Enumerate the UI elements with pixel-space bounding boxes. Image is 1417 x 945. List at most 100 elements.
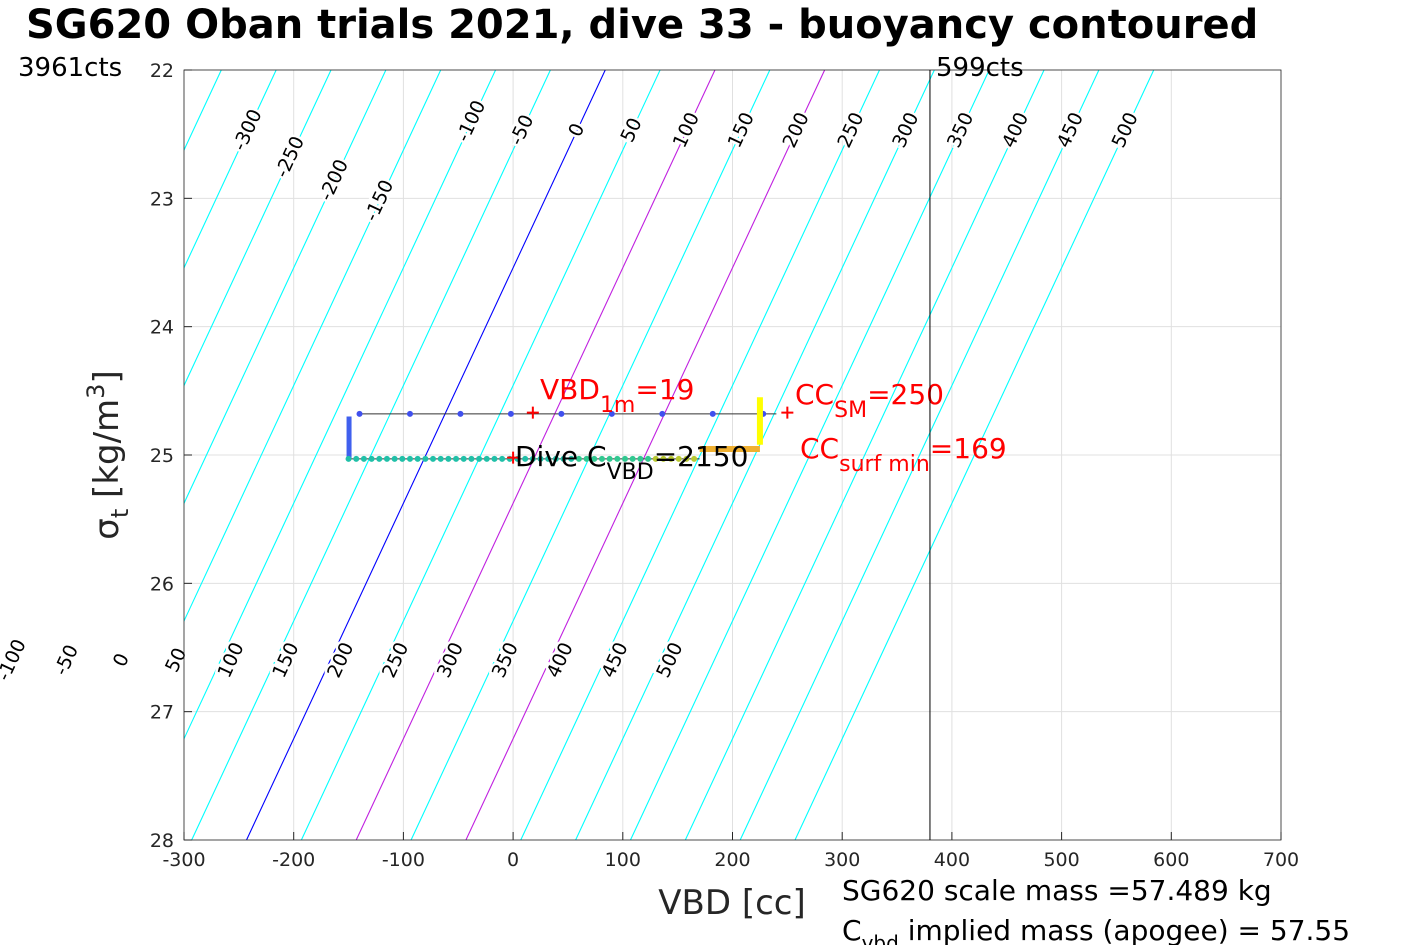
dive-point [368, 455, 375, 462]
dive-point [537, 455, 544, 462]
surface-points [756, 397, 763, 445]
contour-line [465, 70, 826, 840]
dive-point [437, 455, 444, 462]
contour-line [739, 70, 1100, 840]
plus-markers [507, 406, 794, 464]
plus-marker [507, 451, 520, 464]
y-tick-label: 24 [150, 317, 174, 339]
contour-label: -50 [50, 641, 83, 678]
x-tick-label: 400 [934, 849, 970, 871]
climb-point [406, 410, 413, 417]
dive-point [422, 455, 429, 462]
vbd-1m-annotation: VBD1m=19 [540, 373, 694, 418]
contour-label: 400 [998, 109, 1033, 151]
contour-line [300, 70, 661, 840]
contour-label: -100 [0, 636, 31, 684]
implied-mass-text: Cvbd implied mass (apogee) = 57.55 [842, 914, 1350, 945]
dive-point [645, 455, 652, 462]
dive-point [353, 455, 360, 462]
contour-line [184, 70, 387, 505]
contour-label: 450 [597, 639, 632, 681]
vertical-track [346, 416, 352, 459]
y-axis-label: σt [kg/m3] [82, 370, 134, 539]
x-tick-label: 700 [1263, 849, 1299, 871]
contour-line [184, 70, 332, 387]
contour-line [184, 70, 442, 623]
contour-line [0, 70, 2, 840]
contour-line [355, 70, 716, 840]
contour-label: 0 [109, 650, 134, 670]
contour-label: 100 [213, 639, 248, 681]
plus-marker [781, 406, 794, 419]
left-counts-label: 3961cts [18, 53, 122, 83]
climb-point [457, 410, 464, 417]
contour-label: 200 [323, 639, 358, 681]
contour-label: 350 [943, 109, 978, 151]
dive-point [668, 455, 675, 462]
contour-lines [0, 70, 1155, 840]
climb-point [558, 410, 565, 417]
contour-line [575, 70, 935, 840]
contour-label: 300 [888, 109, 923, 151]
dive-point [445, 455, 452, 462]
dive-point [629, 455, 636, 462]
contour-label: -200 [315, 156, 353, 204]
dive-point [491, 455, 498, 462]
contour-label: 150 [724, 109, 759, 151]
climb-point [356, 410, 363, 417]
contour-label: 500 [652, 639, 687, 681]
dive-point [568, 455, 575, 462]
dive-point [529, 455, 536, 462]
dive-cvbd-annotation: Dive CVBD=2150 [515, 440, 748, 485]
contour-label: 50 [161, 645, 191, 676]
contour-label: 150 [268, 639, 303, 681]
dive-point [483, 455, 490, 462]
x-tick-label: -100 [382, 849, 425, 871]
dive-point [552, 455, 559, 462]
tick-labels: -300 -200 -100 0 100 200 300 400 500 600 700222324… [150, 60, 1299, 871]
dive-point [376, 455, 383, 462]
dive-point [399, 455, 406, 462]
contour-line [184, 70, 277, 270]
dive-point [499, 455, 506, 462]
dive-point [414, 455, 421, 462]
contour-label: 0 [564, 120, 589, 140]
dive-point [545, 455, 552, 462]
contour-label: 250 [833, 109, 868, 151]
scale-mass-text: SG620 scale mass =57.489 kg [842, 874, 1272, 907]
x-tick-label: 600 [1153, 849, 1189, 871]
dive-point [591, 455, 598, 462]
dive-point [598, 455, 605, 462]
dive-point [522, 455, 529, 462]
y-tick-label: 22 [150, 60, 174, 82]
dive-point [345, 455, 352, 462]
y-tick-label: 27 [150, 702, 174, 724]
contour-label: -300 [229, 106, 267, 154]
dive-point [614, 455, 621, 462]
y-tick-label: 25 [150, 445, 174, 467]
dive-point [560, 455, 567, 462]
x-tick-label: -200 [272, 849, 315, 871]
dive-point [383, 455, 390, 462]
contour-label: 450 [1053, 109, 1088, 151]
x-tick-label: 100 [605, 849, 641, 871]
contour-line [184, 70, 497, 741]
x-tick-label: 300 [824, 849, 860, 871]
contour-line [0, 70, 57, 840]
plus-marker [526, 406, 539, 419]
contour-line [0, 70, 166, 840]
dive-point [652, 455, 659, 462]
cc-surf-min-annotation: CCsurf min=169 [800, 432, 1007, 477]
x-tick-label: 0 [507, 849, 519, 871]
x-axis-label: VBD [cc] [658, 883, 806, 923]
climb-point [709, 410, 716, 417]
dive-point [637, 455, 644, 462]
chart-title: SG620 Oban trials 2021, dive 33 - buoyan… [26, 2, 1258, 48]
contour-label: 250 [378, 639, 413, 681]
contour-label: 500 [1108, 109, 1143, 151]
cc-sm-annotation: CCSM=250 [795, 378, 944, 423]
y-tick-label: 23 [150, 188, 174, 210]
contour-line [794, 70, 1155, 840]
contour-label: 50 [616, 114, 646, 145]
